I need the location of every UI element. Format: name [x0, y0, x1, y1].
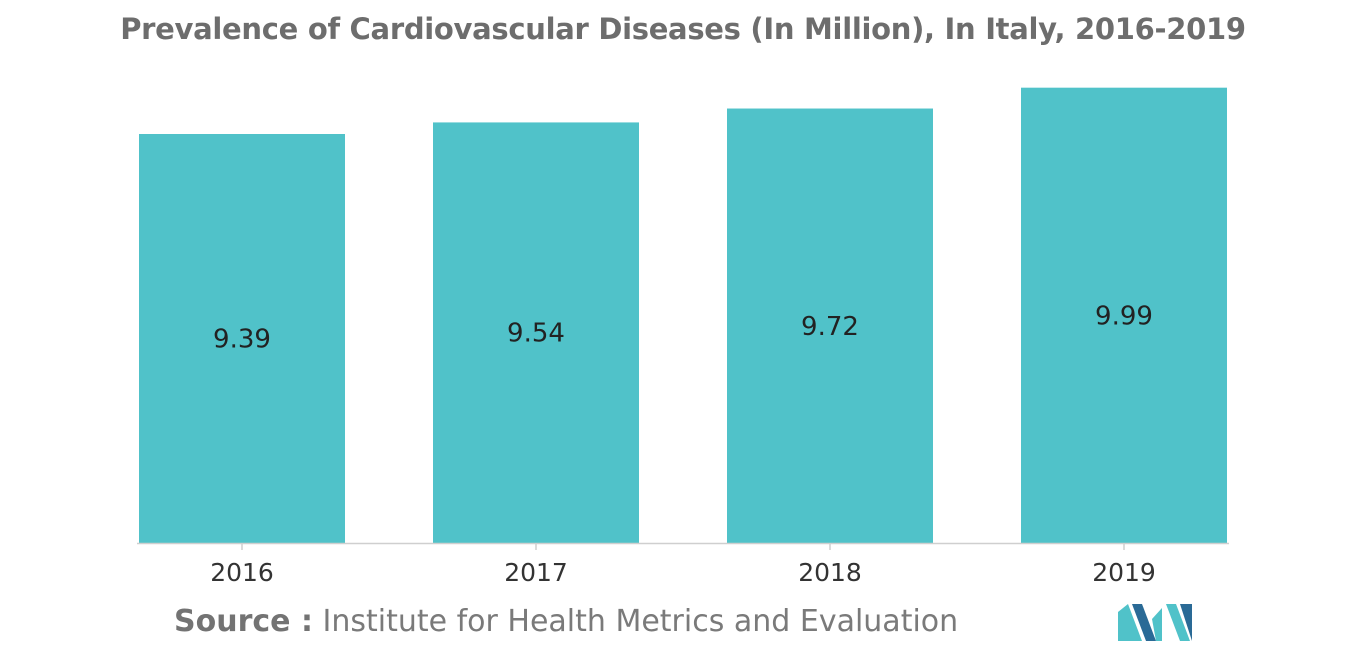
x-tick-label: 2017: [504, 558, 568, 587]
bar-value-label: 9.39: [213, 325, 271, 355]
source-note: Source : Institute for Health Metrics an…: [174, 604, 958, 639]
bar-2019: [1021, 87, 1227, 544]
bar-value-label: 9.99: [1095, 301, 1153, 331]
source-label: Source :: [174, 604, 313, 639]
mordor-intelligence-logo-icon: [1118, 604, 1192, 641]
bar-2016: [139, 134, 345, 543]
x-tick-label: 2019: [1092, 558, 1156, 587]
bar-value-label: 9.72: [801, 312, 859, 342]
x-axis-ticks: 2016 2017 2018 2019: [210, 543, 1156, 587]
bars-layer: 9.39 9.54 9.72 9.99: [139, 87, 1227, 544]
bar-value-label: 9.54: [507, 319, 565, 349]
bar-2018: [727, 108, 933, 544]
x-tick-label: 2016: [210, 558, 274, 587]
chart-title: Prevalence of Cardiovascular Diseases (I…: [120, 12, 1246, 46]
x-tick-label: 2018: [798, 558, 862, 587]
bar-chart: 9.39 9.54 9.72 9.99 2016 2017 2018 2019: [137, 87, 1229, 587]
source-text: Institute for Health Metrics and Evaluat…: [322, 604, 959, 639]
bar-2017: [433, 122, 639, 544]
